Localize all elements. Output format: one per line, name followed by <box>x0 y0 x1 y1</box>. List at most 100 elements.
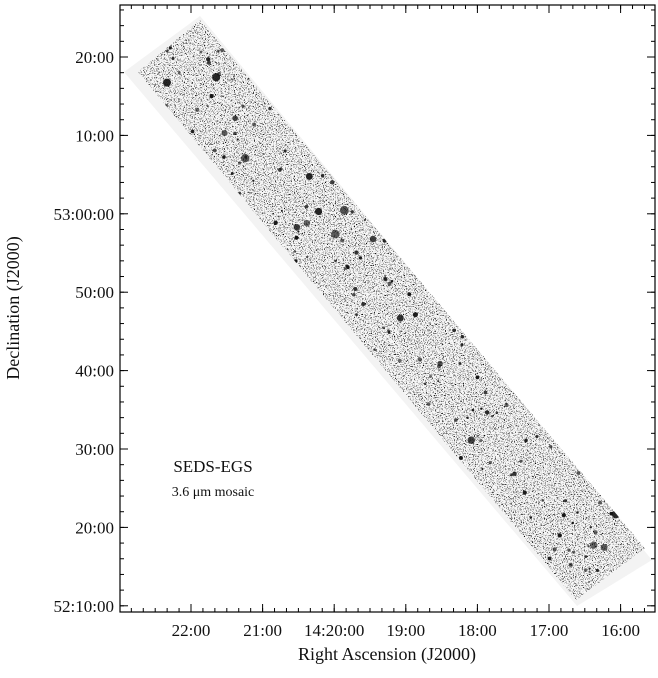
star <box>206 105 209 108</box>
star <box>512 471 517 476</box>
star <box>233 131 237 136</box>
star <box>479 439 483 443</box>
star <box>221 129 228 137</box>
star <box>373 348 376 351</box>
star <box>519 459 523 463</box>
star <box>231 78 234 81</box>
star <box>168 46 172 50</box>
star <box>241 104 245 108</box>
star <box>195 107 200 112</box>
axes: 20:00 10:00 53:00:00 50:00 40:00 30:00 20:00 52… <box>54 5 655 640</box>
star <box>268 106 272 111</box>
star <box>483 390 488 395</box>
star <box>436 364 442 369</box>
x-axis-label: Right Ascension (J2000) <box>298 644 476 665</box>
star <box>571 521 574 525</box>
star <box>535 434 539 439</box>
star <box>343 267 347 270</box>
star <box>340 238 345 243</box>
star <box>600 543 608 551</box>
star <box>412 312 418 318</box>
star <box>491 414 494 418</box>
star <box>353 287 358 291</box>
star <box>206 60 211 65</box>
x-tick-label: 22:00 <box>172 621 211 640</box>
star <box>428 374 432 378</box>
x-tick-label: 17:00 <box>530 621 569 640</box>
star <box>481 467 484 471</box>
star <box>209 94 214 99</box>
star <box>557 533 562 538</box>
y-tick-label: 20:00 <box>75 518 114 537</box>
star <box>504 402 509 408</box>
star <box>510 473 513 477</box>
star <box>363 218 367 222</box>
star <box>190 129 195 134</box>
star <box>576 511 579 514</box>
x-tick-label: 18:00 <box>458 621 497 640</box>
star <box>355 313 359 317</box>
star <box>522 490 527 495</box>
star <box>467 436 476 444</box>
star <box>541 499 545 502</box>
star <box>382 326 385 330</box>
y-axis-label: Declination (J2000) <box>3 236 24 379</box>
annotation-title: SEDS-EGS <box>173 457 252 476</box>
y-tick-label: 20:00 <box>75 48 114 67</box>
star <box>361 302 366 307</box>
y-tick-label: 50:00 <box>75 283 114 302</box>
y-tick-label: 10:00 <box>75 126 114 145</box>
star <box>387 331 391 334</box>
star <box>206 57 211 62</box>
star <box>567 548 571 552</box>
y-tick-label: 30:00 <box>75 440 114 459</box>
star <box>460 334 465 339</box>
star <box>294 235 299 240</box>
star <box>397 358 402 363</box>
star <box>305 173 313 180</box>
x-tick-label: 21:00 <box>243 621 282 640</box>
star <box>171 56 175 60</box>
star <box>237 161 242 165</box>
star <box>437 380 440 383</box>
star <box>165 49 169 53</box>
star <box>598 500 602 505</box>
star <box>383 276 388 282</box>
star <box>452 328 456 333</box>
star <box>222 155 226 159</box>
star <box>547 556 552 561</box>
star <box>407 292 412 297</box>
star <box>339 205 349 215</box>
star <box>297 230 300 233</box>
star <box>279 167 283 171</box>
star <box>293 223 301 231</box>
star <box>454 418 458 422</box>
star <box>346 265 350 270</box>
star <box>330 180 335 185</box>
star <box>217 71 221 76</box>
star <box>460 343 464 347</box>
star <box>220 48 225 53</box>
star <box>584 555 588 559</box>
star <box>471 408 475 412</box>
star <box>458 455 463 460</box>
star <box>572 550 576 554</box>
star <box>552 547 557 552</box>
y-tick-label: 52:10:00 <box>54 597 114 616</box>
star <box>583 568 588 572</box>
star <box>495 411 499 415</box>
star <box>303 219 311 227</box>
star <box>331 229 340 239</box>
star <box>283 149 287 153</box>
star <box>304 204 309 209</box>
star <box>334 259 337 263</box>
star <box>595 568 599 572</box>
star <box>524 438 528 443</box>
star <box>305 255 309 259</box>
y-tick-label: 40:00 <box>75 362 114 381</box>
star <box>232 115 238 122</box>
y-tick-label: 53:00:00 <box>54 205 114 224</box>
star <box>484 410 490 415</box>
star <box>396 314 404 322</box>
